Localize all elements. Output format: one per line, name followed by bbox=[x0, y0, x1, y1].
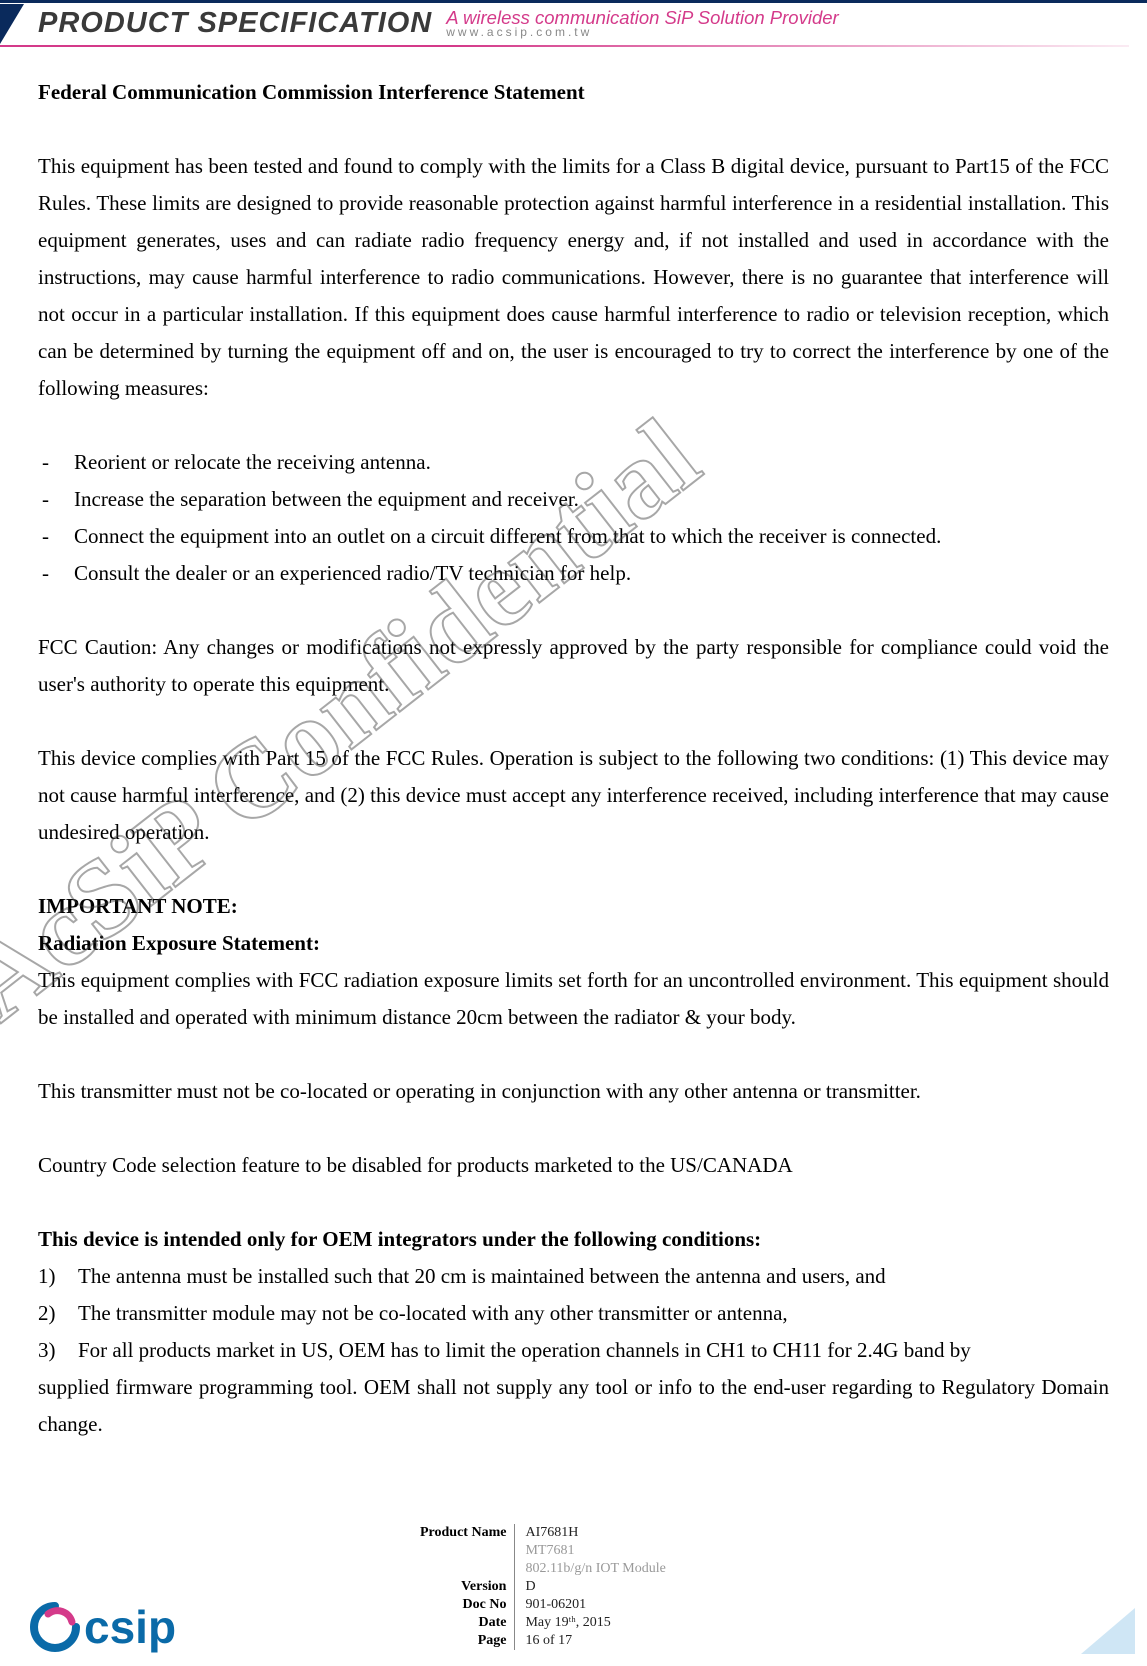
oem-heading: This device is intended only for OEM int… bbox=[38, 1221, 1109, 1258]
radiation-heading: Radiation Exposure Statement: bbox=[38, 925, 1109, 962]
value-chip: MT7681 bbox=[525, 1542, 665, 1560]
label-page: Page bbox=[420, 1632, 506, 1650]
label-doc-no: Doc No bbox=[420, 1596, 506, 1614]
page-fold-icon bbox=[1081, 1608, 1135, 1654]
header-title: PRODUCT SPECIFICATION bbox=[38, 7, 432, 40]
acsip-logo: csip bbox=[28, 1600, 176, 1654]
measure-item: Consult the dealer or an experienced rad… bbox=[38, 555, 1109, 592]
fcc-statement-heading: Federal Communication Commission Interfe… bbox=[38, 74, 1109, 111]
document-header: PRODUCT SPECIFICATION A wireless communi… bbox=[0, 0, 1147, 44]
document-footer: csip Product Name Version Doc No Date Pa… bbox=[0, 1600, 1147, 1654]
fcc-intro-paragraph: This equipment has been tested and found… bbox=[38, 148, 1109, 407]
header-url: www.acsip.com.tw bbox=[446, 26, 838, 38]
value-product-name: AI7681H bbox=[525, 1524, 665, 1542]
value-module: 802.11b/g/n IOT Module bbox=[525, 1560, 665, 1578]
oem-item: For all products market in US, OEM has t… bbox=[38, 1332, 1109, 1369]
measures-list: Reorient or relocate the receiving anten… bbox=[38, 444, 1109, 592]
value-date: May 19ᵗʰ, 2015 bbox=[525, 1614, 665, 1632]
oem-continuation: supplied firmware programming tool. OEM … bbox=[38, 1369, 1109, 1443]
oem-item: The transmitter module may not be co-loc… bbox=[38, 1295, 1109, 1332]
oem-list: The antenna must be installed such that … bbox=[38, 1258, 1109, 1369]
label-version: Version bbox=[420, 1578, 506, 1596]
measure-item: Increase the separation between the equi… bbox=[38, 481, 1109, 518]
document-body: AcSiP Confidential Federal Communication… bbox=[0, 44, 1147, 1443]
header-tagline-block: A wireless communication SiP Solution Pr… bbox=[446, 9, 838, 38]
fcc-caution: FCC Caution: Any changes or modification… bbox=[38, 629, 1109, 703]
transmitter-note: This transmitter must not be co-located … bbox=[38, 1073, 1109, 1110]
logo-text: csip bbox=[84, 1604, 176, 1650]
radiation-paragraph: This equipment complies with FCC radiati… bbox=[38, 962, 1109, 1036]
measure-item: Reorient or relocate the receiving anten… bbox=[38, 444, 1109, 481]
value-doc-no: 901-06201 bbox=[525, 1596, 665, 1614]
label-product-name: Product Name bbox=[420, 1524, 506, 1542]
country-code-note: Country Code selection feature to be dis… bbox=[38, 1147, 1109, 1184]
value-version: D bbox=[525, 1578, 665, 1596]
value-page: 16 of 17 bbox=[525, 1632, 665, 1650]
logo-mark-icon bbox=[28, 1600, 82, 1654]
header-triangle-decoration bbox=[0, 4, 24, 44]
footer-metadata: Product Name Version Doc No Date Page AI… bbox=[420, 1524, 666, 1650]
measure-item: Connect the equipment into an outlet on … bbox=[38, 518, 1109, 555]
oem-item: The antenna must be installed such that … bbox=[38, 1258, 1109, 1295]
label-date: Date bbox=[420, 1614, 506, 1632]
important-note-heading: IMPORTANT NOTE: bbox=[38, 888, 1109, 925]
fcc-conditions: This device complies with Part 15 of the… bbox=[38, 740, 1109, 851]
